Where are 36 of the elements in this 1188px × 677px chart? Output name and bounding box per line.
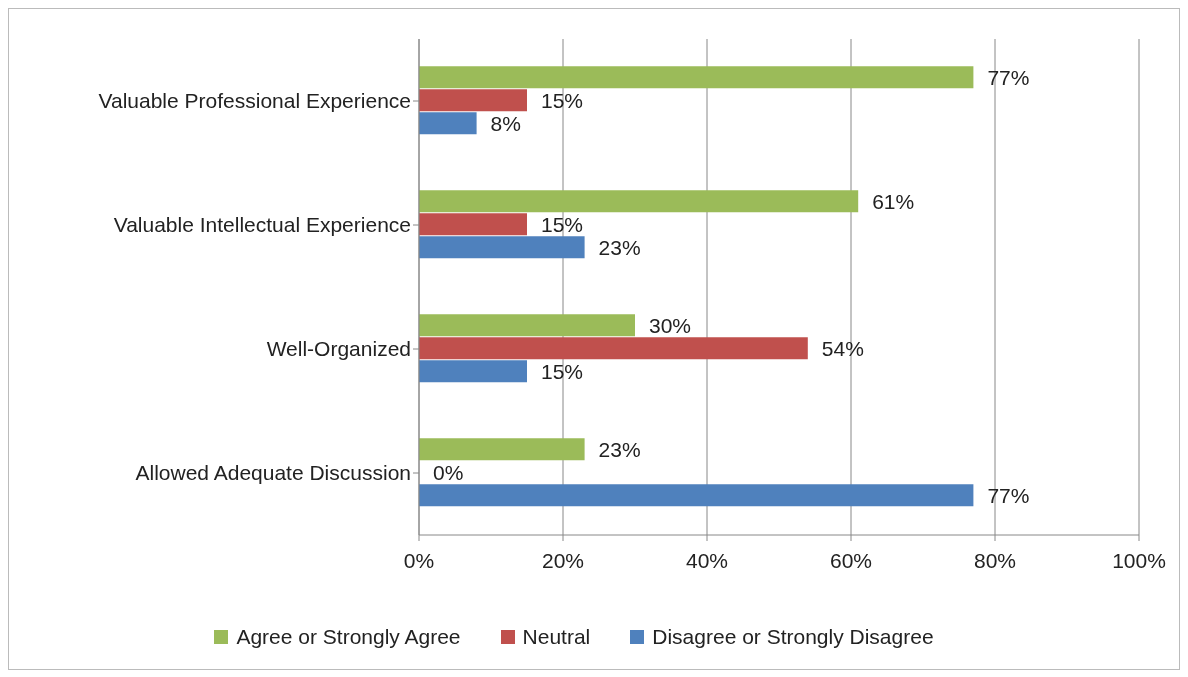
bar — [419, 190, 859, 213]
data-label: 15% — [541, 88, 584, 112]
legend-label: Agree or Strongly Agree — [235, 625, 461, 649]
bar — [419, 213, 527, 236]
data-label: 54% — [821, 336, 864, 360]
x-tick-label: 40% — [685, 548, 729, 572]
data-label: 0% — [433, 460, 464, 484]
y-tick-label: Well-Organized — [266, 337, 411, 361]
x-tick-label: 60% — [829, 548, 873, 572]
data-label: 77% — [987, 483, 1030, 507]
legend-label: Neutral — [521, 625, 591, 649]
x-tick-label: 80% — [973, 548, 1017, 572]
bar — [419, 314, 635, 337]
data-label: 77% — [987, 65, 1030, 89]
bar — [419, 360, 527, 383]
data-label: 15% — [541, 212, 584, 236]
y-tick-label: Valuable Intellectual Experience — [113, 213, 411, 237]
legend-label: Disagree or Strongly Disagree — [651, 625, 934, 649]
y-tick-label: Allowed Adequate Discussion — [135, 461, 411, 485]
data-label: 23% — [598, 437, 641, 461]
x-tick-label: 0% — [403, 548, 435, 572]
bar — [419, 337, 808, 360]
bar — [419, 89, 527, 112]
bar — [419, 112, 477, 135]
x-tick-label: 100% — [1112, 548, 1166, 572]
data-label: 15% — [541, 359, 584, 383]
x-tick-label: 20% — [541, 548, 585, 572]
data-label: 61% — [872, 189, 915, 213]
y-tick-label: Valuable Professional Experience — [98, 89, 411, 113]
bar — [419, 236, 585, 259]
bar — [419, 438, 585, 461]
data-label: 23% — [598, 235, 641, 259]
bar — [419, 484, 974, 507]
bar — [419, 66, 974, 89]
data-label: 8% — [490, 111, 521, 135]
data-label: 30% — [649, 313, 692, 337]
